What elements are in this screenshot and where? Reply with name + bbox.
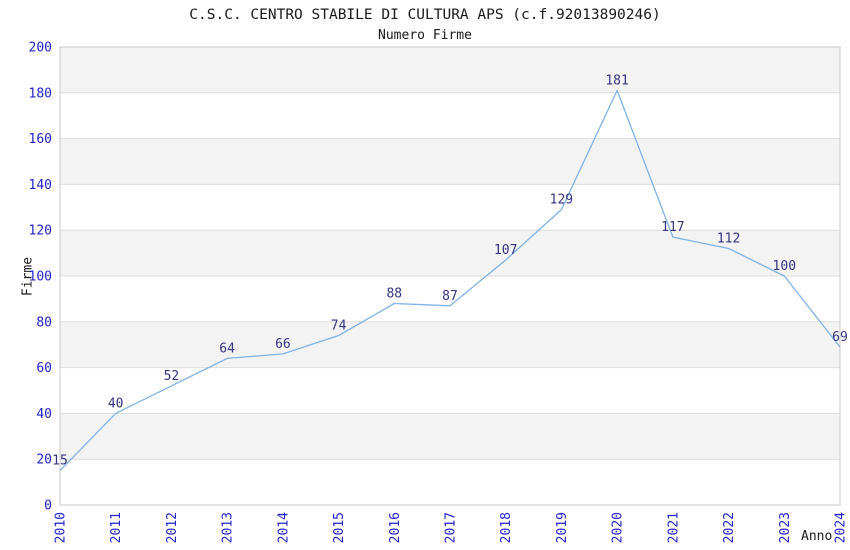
plot-band — [60, 138, 840, 185]
x-tick-label: 2022 — [722, 512, 737, 543]
y-tick-label: 80 — [36, 315, 52, 330]
y-tick-label: 0 — [44, 499, 52, 514]
y-tick-label: 40 — [36, 407, 52, 422]
point-label: 88 — [386, 287, 402, 302]
point-label: 129 — [550, 193, 573, 208]
x-tick-label: 2017 — [444, 512, 459, 543]
x-tick-label: 2015 — [332, 512, 347, 543]
point-label: 117 — [661, 220, 684, 235]
x-tick-label: 2010 — [54, 512, 69, 543]
y-tick-label: 200 — [29, 41, 52, 56]
y-tick-label: 20 — [36, 453, 52, 468]
plot-border — [59, 46, 841, 506]
x-tick-label: 2011 — [109, 512, 124, 543]
x-tick-label: 2016 — [388, 512, 403, 543]
y-tick-label: 160 — [29, 132, 52, 147]
x-axis-title: Anno — [801, 529, 833, 544]
plot-band — [60, 321, 840, 368]
point-label: 40 — [108, 396, 124, 411]
point-label: 87 — [442, 289, 458, 304]
point-label: 15 — [52, 454, 68, 469]
x-tick-label: 2012 — [165, 512, 180, 543]
plot-band — [60, 413, 840, 460]
point-label: 74 — [331, 319, 347, 334]
x-tick-label: 2018 — [499, 512, 514, 543]
y-tick-label: 60 — [36, 361, 52, 376]
y-tick-label: 140 — [29, 178, 52, 193]
x-tick-label: 2013 — [221, 512, 236, 543]
chart-subtitle: Numero Firme — [378, 28, 472, 43]
plot-band — [60, 47, 840, 93]
x-tick-label: 2019 — [555, 512, 570, 543]
point-label: 107 — [494, 243, 517, 258]
x-tick-label: 2014 — [276, 512, 291, 543]
point-label: 181 — [605, 74, 628, 89]
point-label: 69 — [832, 330, 848, 345]
y-tick-label: 100 — [29, 270, 52, 285]
x-tick-label: 2023 — [778, 512, 793, 543]
point-label: 100 — [773, 259, 796, 274]
point-label: 112 — [717, 232, 740, 247]
point-label: 52 — [164, 369, 180, 384]
y-tick-label: 180 — [29, 86, 52, 101]
x-tick-label: 2024 — [834, 512, 849, 543]
point-label: 66 — [275, 337, 291, 352]
data-line — [59, 89, 841, 472]
x-tick-label: 2020 — [611, 512, 626, 543]
point-label: 64 — [219, 341, 235, 356]
x-tick-label: 2021 — [666, 512, 681, 543]
chart-title: C.S.C. CENTRO STABILE DI CULTURA APS (c.… — [189, 7, 661, 23]
plot-band — [60, 230, 840, 276]
y-tick-label: 120 — [29, 224, 52, 239]
